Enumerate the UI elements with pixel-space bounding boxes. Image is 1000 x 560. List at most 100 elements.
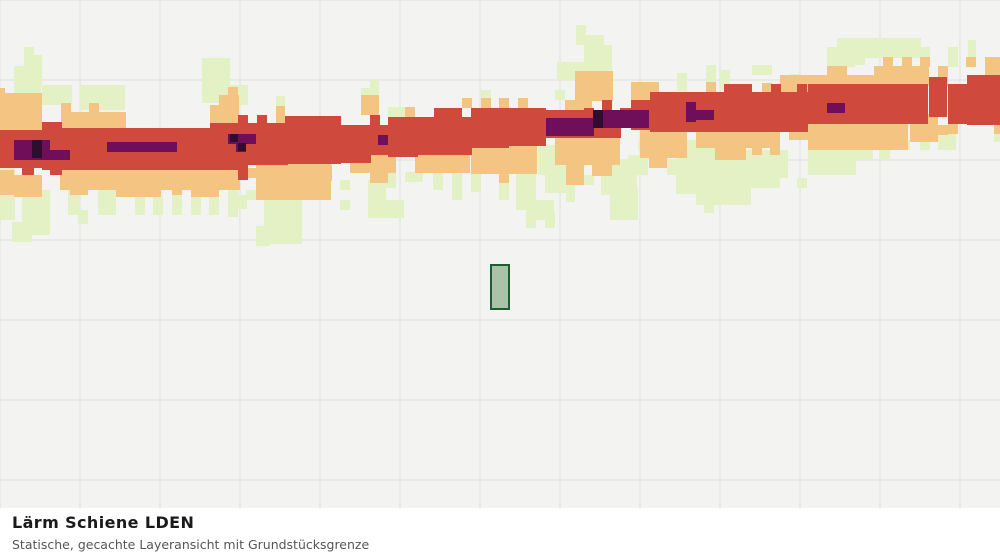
noise-cell-lowest — [368, 180, 386, 218]
noise-cell-low — [870, 135, 880, 150]
noise-cell-low — [706, 82, 716, 92]
parcel-boundary[interactable] — [490, 264, 510, 310]
noise-map — [0, 0, 1000, 508]
rail-noise-layer — [0, 25, 1000, 246]
noise-cell-very-high — [378, 135, 388, 145]
noise-cell-very-high — [546, 118, 594, 136]
noise-cell-low — [575, 71, 613, 101]
noise-cell-lowest — [471, 172, 481, 192]
noise-cell-lowest — [968, 40, 976, 60]
noise-cell-low — [696, 128, 780, 148]
noise-cell-lowest — [677, 73, 687, 91]
noise-cell-very-high — [696, 110, 714, 120]
noise-cell-high — [948, 84, 968, 124]
noise-cell-lowest — [237, 195, 247, 209]
noise-cell-low — [592, 150, 612, 176]
noise-cell-low — [172, 185, 182, 195]
noise-cell-lowest — [153, 195, 163, 215]
noise-cell-low — [89, 103, 99, 118]
noise-cell-very-high — [107, 142, 177, 152]
noise-cell-lowest — [526, 210, 536, 228]
noise-cell-high — [650, 92, 690, 132]
noise-cell-high — [500, 108, 508, 118]
noise-cell-lowest — [667, 160, 677, 175]
noise-cell-low — [415, 155, 470, 173]
noise-cell-lowest — [405, 172, 423, 182]
noise-cell-low — [405, 107, 415, 117]
noise-cell-lowest — [566, 182, 575, 202]
map-caption: Lärm Schiene LDEN Statische, gecachte La… — [0, 508, 1000, 560]
noise-cell-extreme — [238, 143, 246, 151]
noise-cell-low — [0, 170, 14, 195]
noise-cell-extreme — [593, 110, 603, 128]
noise-cell-lowest — [361, 88, 379, 98]
noise-cell-lowest — [24, 47, 34, 67]
noise-cell-lowest — [12, 222, 32, 242]
noise-cell-very-high — [42, 150, 70, 160]
noise-cell-lowest — [880, 150, 890, 160]
noise-cell-low — [481, 98, 491, 108]
noise-cell-low — [938, 125, 948, 135]
noise-cell-low — [874, 66, 929, 86]
noise-cell-low — [60, 168, 240, 190]
noise-cell-low — [14, 175, 42, 197]
map-subtitle: Statische, gecachte Layeransicht mit Gru… — [12, 537, 370, 552]
noise-cell-high — [417, 117, 472, 155]
noise-cell-low — [770, 145, 780, 155]
noise-cell-lowest — [80, 85, 125, 110]
noise-cell-lowest — [452, 172, 462, 200]
map-view[interactable] — [0, 0, 1000, 508]
noise-cell-high — [967, 75, 1000, 125]
noise-cell-high — [50, 165, 62, 175]
noise-cell-lowest — [98, 185, 116, 215]
noise-cell-low — [256, 162, 331, 200]
noise-cell-lowest — [878, 45, 894, 55]
noise-cell-high — [508, 108, 546, 146]
noise-cell-high — [750, 92, 770, 132]
noise-cell-low — [228, 87, 238, 107]
noise-cell-low — [276, 106, 285, 126]
noise-cell-lowest — [481, 90, 491, 100]
noise-cell-lowest — [576, 25, 586, 45]
noise-cell-high — [434, 108, 462, 118]
noise-cell-low — [322, 165, 332, 181]
noise-cell-very-high — [228, 134, 256, 144]
noise-cell-low — [0, 88, 5, 98]
noise-cell-high — [771, 84, 781, 94]
noise-cell-low — [762, 83, 772, 93]
noise-cell-lowest — [610, 190, 638, 220]
noise-cell-high — [724, 84, 752, 132]
noise-cell-lowest — [704, 185, 714, 213]
noise-cell-high — [808, 84, 928, 124]
noise-cell-lowest — [191, 195, 201, 215]
noise-cell-lowest — [68, 190, 80, 215]
noise-cell-lowest — [209, 195, 219, 215]
noise-cell-extreme — [32, 140, 42, 158]
noise-cell-lowest — [78, 210, 88, 224]
noise-cell-low — [902, 57, 912, 67]
noise-cell-low — [752, 145, 762, 155]
noise-cell-lowest — [720, 70, 730, 90]
noise-cell-lowest — [584, 175, 594, 185]
noise-cell-low — [361, 95, 379, 115]
noise-cell-lowest — [340, 200, 350, 210]
noise-cell-lowest — [246, 190, 256, 200]
noise-cell-high — [370, 115, 380, 130]
noise-cell-high — [770, 92, 808, 132]
noise-cell-lowest — [433, 172, 443, 190]
noise-cell-low — [827, 66, 847, 86]
noise-cell-lowest — [276, 96, 285, 106]
noise-cell-lowest — [555, 90, 565, 100]
noise-cell-low — [649, 150, 667, 168]
noise-cell-high — [929, 77, 947, 117]
noise-cell-lowest — [994, 132, 1000, 142]
noise-cell-low — [191, 185, 219, 197]
noise-cell-high — [238, 165, 248, 180]
noise-cell-high — [341, 153, 359, 163]
noise-cell-lowest — [545, 210, 555, 228]
noise-cell-low — [938, 66, 948, 86]
noise-cell-lowest — [752, 65, 772, 75]
noise-cell-lowest — [948, 47, 958, 67]
noise-cell-low — [566, 160, 584, 185]
noise-cell-low — [518, 98, 528, 108]
